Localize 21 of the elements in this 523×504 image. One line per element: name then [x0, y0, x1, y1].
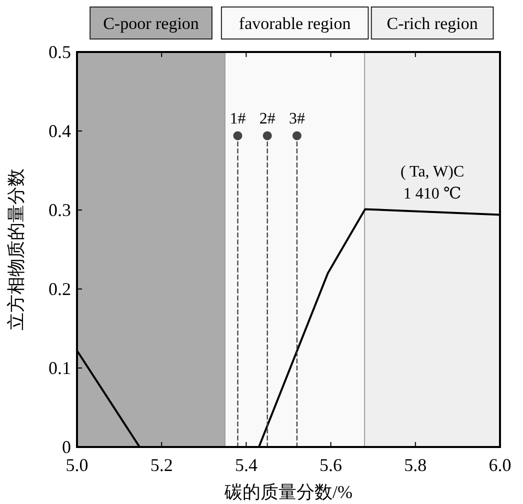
series-label: 1# [230, 110, 246, 128]
x-tick-label: 5.2 [150, 455, 173, 475]
series-label: 2# [259, 110, 276, 128]
band-label: C-rich region [386, 14, 478, 33]
y-tick-label: 0.3 [48, 200, 71, 220]
band-label: favorable region [238, 14, 352, 33]
band-label: C-poor region [103, 14, 200, 33]
y-axis-title: 立方相物质的量分数 [6, 168, 26, 330]
annotation: ( Ta, W)C 1 410 ℃ [400, 163, 464, 202]
x-tick-label: 5.4 [234, 455, 258, 475]
x-tick-label: 6.0 [488, 455, 512, 475]
x-tick-label: 5.6 [320, 455, 342, 475]
y-tick-label: 0.4 [48, 121, 71, 141]
x-axis-title: 碳的质量分数/% [224, 482, 352, 502]
x-tick-label: 5.8 [404, 455, 427, 475]
y-tick-label: 0.1 [48, 358, 71, 378]
series-label: 3# [288, 110, 305, 128]
y-tick-label: 0.2 [48, 279, 71, 299]
y-tick-label: 0.5 [48, 42, 71, 62]
x-tick-label: 5.0 [66, 455, 88, 475]
y-tick-label: 0 [62, 437, 71, 457]
